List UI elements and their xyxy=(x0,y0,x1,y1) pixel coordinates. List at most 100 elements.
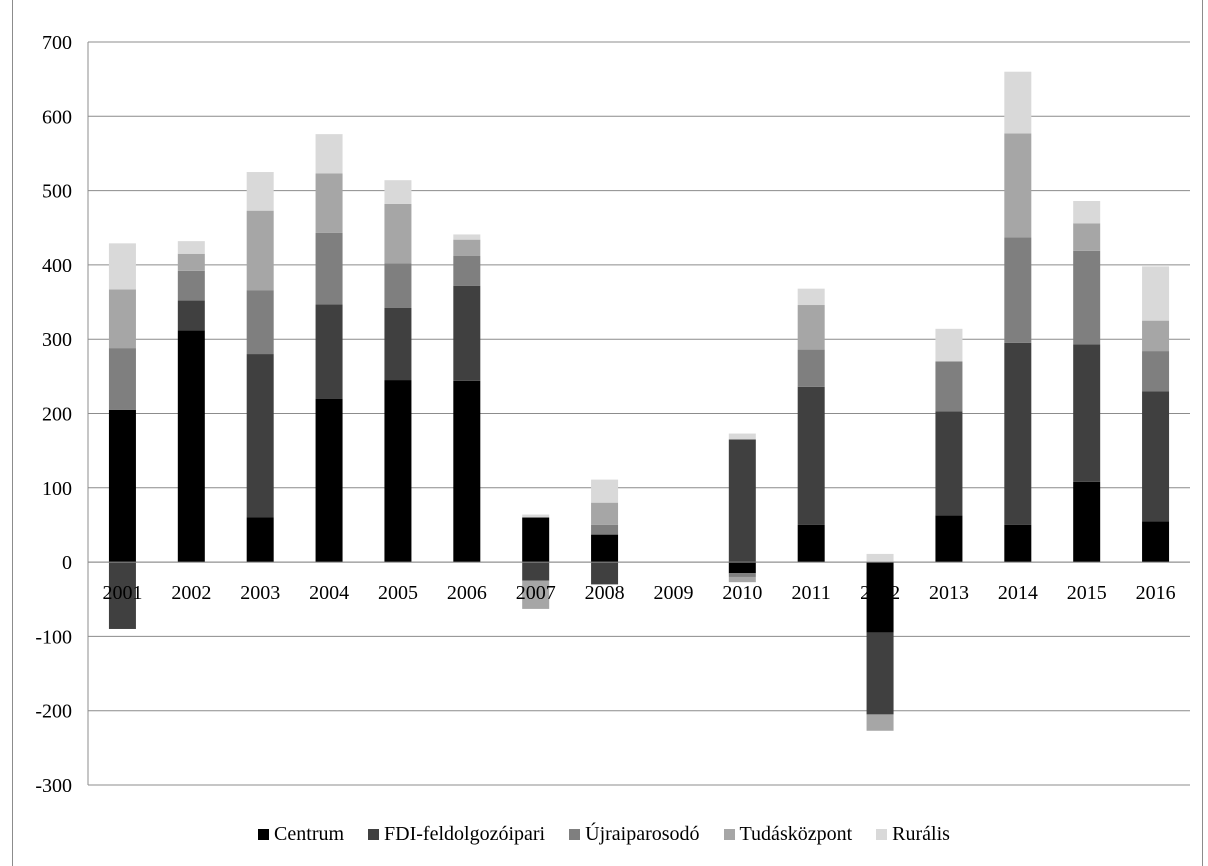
bar-segment xyxy=(1073,223,1101,251)
bar-segment xyxy=(797,305,825,350)
bar-segment xyxy=(797,386,825,525)
bar-segment xyxy=(1004,133,1032,238)
bar-segment xyxy=(866,553,894,563)
bar-segment xyxy=(108,348,136,410)
bar-segment xyxy=(935,411,963,516)
bar-segment xyxy=(384,180,412,204)
bar-segment xyxy=(246,290,274,355)
bar-segment xyxy=(1073,344,1101,482)
legend-item: Tudásközpont xyxy=(723,823,852,846)
legend-label: Rurális xyxy=(892,822,950,845)
bar-segment xyxy=(315,173,343,233)
legend-item: Újraiparosodó xyxy=(569,822,700,846)
x-tick-label: 2012 xyxy=(860,582,900,604)
bar-segment xyxy=(591,534,619,563)
x-tick-label: 2007 xyxy=(516,582,556,604)
bar-segment xyxy=(315,304,343,399)
bar-segment xyxy=(108,562,136,629)
bar-segment xyxy=(522,514,550,518)
bar-segment xyxy=(177,253,205,271)
bar-segment xyxy=(522,580,550,609)
bar-segment xyxy=(384,263,412,308)
bar-segment xyxy=(177,330,205,563)
legend-label: Centrum xyxy=(274,822,345,845)
bar-segment xyxy=(866,714,894,731)
bar-segment xyxy=(728,439,756,563)
bar-segment xyxy=(797,349,825,387)
x-tick-label: 2006 xyxy=(447,582,487,604)
bar-segment xyxy=(453,234,481,240)
x-tick-label: 2001 xyxy=(102,582,142,604)
legend-swatch xyxy=(258,828,270,840)
bar-segment xyxy=(246,172,274,211)
bar-segment xyxy=(1004,524,1032,563)
bar-segment xyxy=(1142,521,1170,563)
legend-swatch xyxy=(368,828,380,840)
bar-segment xyxy=(591,479,619,503)
x-tick-label: 2004 xyxy=(309,582,349,604)
bar-segment xyxy=(1073,481,1101,563)
legend-label: Újraiparosodó xyxy=(585,822,700,845)
bar-segment xyxy=(453,239,481,256)
x-tick-label: 2013 xyxy=(929,582,969,604)
legend: Centrum FDI-feldolgozóipari Újraiparosodó T… xyxy=(0,820,1208,848)
bar-segment xyxy=(1004,237,1032,343)
legend-item: FDI-feldolgozóipari xyxy=(368,823,545,846)
bar-segment xyxy=(1004,342,1032,525)
bar-segment xyxy=(591,562,619,585)
bar-segment xyxy=(728,433,756,440)
bar-segment xyxy=(866,632,894,715)
bar-segment xyxy=(384,307,412,381)
legend-swatch xyxy=(569,828,581,840)
bar-segment xyxy=(315,398,343,563)
bar-segment xyxy=(384,380,412,563)
x-tick-label: 2010 xyxy=(722,582,762,604)
bar-segment xyxy=(797,524,825,563)
x-tick-label: 2015 xyxy=(1067,582,1107,604)
bar-segment xyxy=(728,576,756,583)
bar-segment xyxy=(315,232,343,305)
y-tick-label: 500 xyxy=(42,181,72,203)
bar-segment xyxy=(797,288,825,306)
y-tick-label: 200 xyxy=(42,404,72,426)
bar-segment xyxy=(453,285,481,381)
y-tick-label: -100 xyxy=(35,626,72,648)
legend-item: Centrum xyxy=(258,823,344,846)
bar-segment xyxy=(453,255,481,286)
bar-segment xyxy=(1142,391,1170,522)
legend-item: Rurális xyxy=(876,823,950,846)
bar-segment xyxy=(246,517,274,563)
bar-segment xyxy=(935,328,963,362)
bar-segment xyxy=(935,361,963,412)
bar-segment xyxy=(1142,266,1170,321)
bar-segment xyxy=(1142,351,1170,392)
bar-segment xyxy=(108,243,136,290)
y-tick-label: -300 xyxy=(35,775,72,797)
x-tick-label: 2016 xyxy=(1136,582,1176,604)
bar-segment xyxy=(522,517,550,563)
legend-swatch xyxy=(876,828,888,840)
chart-frame xyxy=(12,0,1203,866)
bar-segment xyxy=(108,289,136,349)
bar-segment xyxy=(1073,250,1101,345)
bar-segment xyxy=(728,562,756,574)
legend-swatch xyxy=(723,828,735,840)
x-tick-label: 2011 xyxy=(792,582,831,604)
bar-segment xyxy=(1004,71,1032,134)
bar-segment xyxy=(177,300,205,331)
bar-segment xyxy=(246,354,274,518)
bar-segment xyxy=(866,562,894,633)
y-tick-label: 400 xyxy=(42,255,72,277)
x-tick-label: 2002 xyxy=(171,582,211,604)
bar-segment xyxy=(591,524,619,535)
bar-segment xyxy=(177,241,205,254)
bar-segment xyxy=(1073,201,1101,224)
bar-segment xyxy=(935,515,963,563)
x-tick-label: 2008 xyxy=(585,582,625,604)
x-tick-label: 2014 xyxy=(998,582,1038,604)
bar-segment xyxy=(453,380,481,563)
y-tick-label: 300 xyxy=(42,329,72,351)
y-tick-label: -200 xyxy=(35,701,72,723)
bar-segment xyxy=(384,203,412,264)
